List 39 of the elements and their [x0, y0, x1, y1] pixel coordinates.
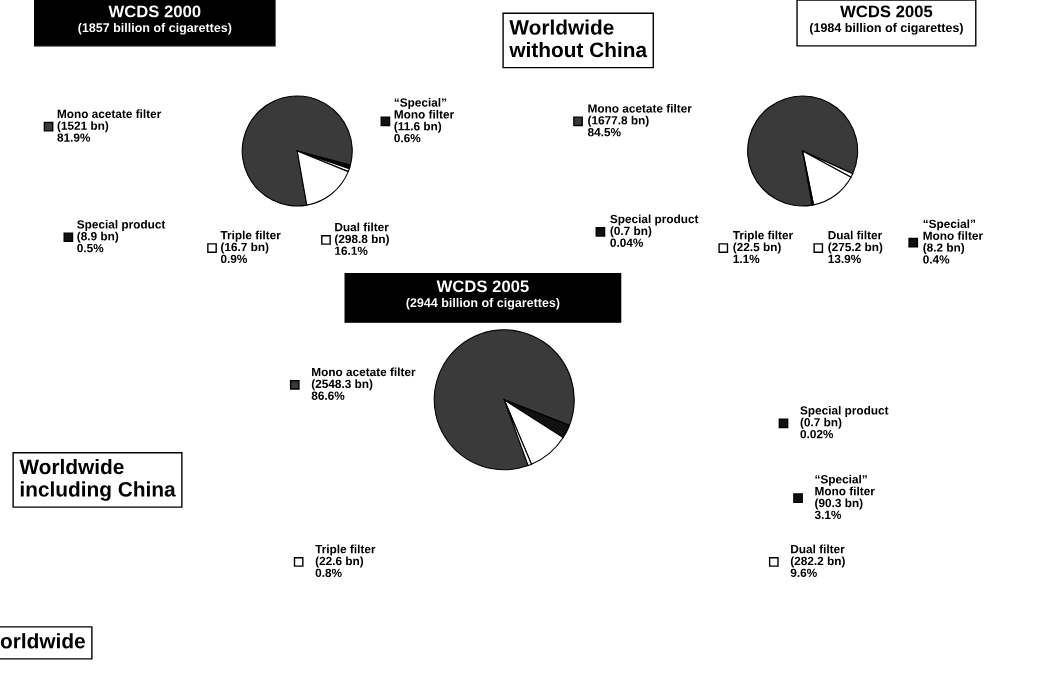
chart-title: WCDS 2005	[436, 280, 529, 293]
chart-subtitle: (1857 billion of cigarettes)	[78, 22, 232, 35]
legend-label: Dual filter (275.2 bn)	[828, 230, 883, 254]
data-label: 0.6%	[394, 133, 421, 143]
legend-label: “Special” Mono filter (11.6 bn)	[394, 98, 454, 133]
data-label: 86.6%	[311, 391, 345, 400]
legend-label: “Special” Mono filter (90.3 bn)	[815, 474, 875, 510]
legend-label: Triple filter (16.7 bn)	[220, 230, 281, 254]
text: Worldwide including China	[19, 458, 176, 501]
legend-label: Mono acetate filter (1521 bn)	[57, 109, 162, 133]
chart-title: WCDS 2005	[840, 5, 933, 18]
legend-label: Triple filter (22.5 bn)	[732, 230, 793, 254]
chart-subtitle: (1984 billion of cigarettes)	[809, 22, 963, 35]
legend-label: Dual filter (282.2 bn)	[790, 544, 845, 568]
text: Worldwide without China	[509, 19, 648, 58]
data-label: 0.4%	[923, 255, 950, 264]
legend-label: Special product (0.7 bn)	[610, 214, 699, 238]
legend-label: Mono acetate filter (1677.8 bn)	[588, 103, 692, 127]
data-label: 0.8%	[315, 568, 342, 578]
legend-label: “Special” Mono filter (8.2 bn)	[923, 219, 983, 255]
legend-label: Dual filter (298.8 bn)	[334, 222, 389, 246]
legend-label: Special product (0.7 bn)	[800, 405, 889, 429]
data-label: 3.1%	[814, 510, 842, 520]
data-label: 16.1%	[335, 246, 368, 255]
data-label: 0.9%	[220, 254, 248, 264]
legend-label: Special product (8.9 bn)	[77, 219, 166, 243]
data-label: 9.6%	[790, 568, 817, 578]
data-label: 0.02%	[800, 429, 834, 439]
chart-subtitle: (2944 billion of cigarettes)	[406, 297, 560, 310]
data-label: 81.9%	[57, 133, 91, 142]
data-label: 0.5%	[77, 243, 104, 253]
data-label: 13.9%	[828, 254, 861, 264]
data-label: 0.04%	[610, 238, 644, 247]
text: orldwide	[0, 633, 85, 649]
legend-label: Mono acetate filter (2548.3 bn)	[311, 367, 416, 391]
legend-label: Triple filter (22.6 bn)	[315, 544, 376, 568]
data-label: 1.1%	[733, 254, 760, 264]
data-label: 84.5%	[587, 127, 621, 137]
chart-title: WCDS 2000	[108, 5, 201, 18]
